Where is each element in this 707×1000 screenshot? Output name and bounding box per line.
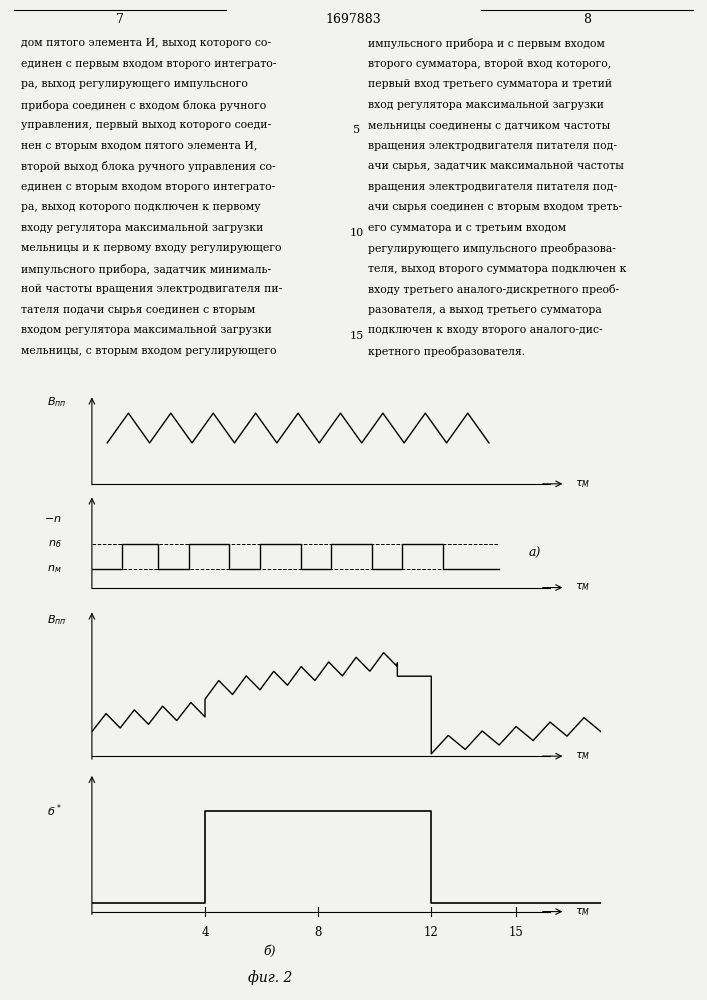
Text: ра, выход которого подключен к первому: ра, выход которого подключен к первому [21, 202, 261, 212]
Text: вход регулятора максимальной загрузки: вход регулятора максимальной загрузки [368, 100, 604, 110]
Text: входу регулятора максимальной загрузки: входу регулятора максимальной загрузки [21, 223, 264, 233]
Text: ачи сырья соединен с вторым входом треть-: ачи сырья соединен с вторым входом треть… [368, 202, 621, 212]
Text: нен с вторым входом пятого элемента И,: нен с вторым входом пятого элемента И, [21, 141, 257, 151]
Text: мельницы, с вторым входом регулирующего: мельницы, с вторым входом регулирующего [21, 346, 276, 356]
Text: 10: 10 [350, 228, 364, 238]
Text: $\tau_M$: $\tau_M$ [575, 478, 590, 490]
Text: второй выход блока ручного управления со-: второй выход блока ручного управления со… [21, 161, 276, 172]
Text: его сумматора и с третьим входом: его сумматора и с третьим входом [368, 223, 566, 233]
Text: $б^*$: $б^*$ [47, 802, 62, 819]
Text: $B_{пп}$: $B_{пп}$ [47, 613, 66, 627]
Text: первый вход третьего сумматора и третий: первый вход третьего сумматора и третий [368, 79, 612, 89]
Text: 4: 4 [201, 926, 209, 939]
Text: единен с первым входом второго интеграто-: единен с первым входом второго интеграто… [21, 59, 276, 69]
Text: разователя, а выход третьего сумматора: разователя, а выход третьего сумматора [368, 305, 602, 315]
Text: кретного преобразователя.: кретного преобразователя. [368, 346, 525, 357]
Text: мельницы и к первому входу регулирующего: мельницы и к первому входу регулирующего [21, 243, 281, 253]
Text: 5: 5 [354, 125, 361, 135]
Text: 1697883: 1697883 [326, 13, 381, 26]
Text: вращения электродвигателя питателя под-: вращения электродвигателя питателя под- [368, 182, 617, 192]
Text: $B_{пп}$: $B_{пп}$ [47, 395, 66, 409]
Text: входом регулятора максимальной загрузки: входом регулятора максимальной загрузки [21, 325, 272, 335]
Text: прибора соединен с входом блока ручного: прибора соединен с входом блока ручного [21, 100, 267, 111]
Text: теля, выход второго сумматора подключен к: теля, выход второго сумматора подключен … [368, 264, 626, 274]
Text: фиг. 2: фиг. 2 [248, 970, 292, 985]
Text: ной частоты вращения электродвигателя пи-: ной частоты вращения электродвигателя пи… [21, 284, 283, 294]
Text: б): б) [264, 945, 276, 958]
Text: мельницы соединены с датчиком частоты: мельницы соединены с датчиком частоты [368, 120, 610, 130]
Text: а): а) [529, 547, 541, 560]
Text: единен с вторым входом второго интеграто-: единен с вторым входом второго интеграто… [21, 182, 276, 192]
Text: входу третьего аналого-дискретного преоб-: входу третьего аналого-дискретного преоб… [368, 284, 619, 295]
Text: регулирующего импульсного преобразова-: регулирующего импульсного преобразова- [368, 243, 616, 254]
Text: 7: 7 [116, 13, 124, 26]
Text: импульсного прибора и с первым входом: импульсного прибора и с первым входом [368, 38, 604, 49]
Text: импульсного прибора, задатчик минималь-: импульсного прибора, задатчик минималь- [21, 264, 271, 275]
Text: 8: 8 [315, 926, 322, 939]
Text: $\tau_M$: $\tau_M$ [575, 750, 590, 762]
Text: $-n$: $-n$ [44, 514, 62, 524]
Text: $n_б$: $n_б$ [48, 538, 62, 550]
Text: 8: 8 [583, 13, 591, 26]
Text: 15: 15 [350, 331, 364, 341]
Text: подключен к входу второго аналого-дис-: подключен к входу второго аналого-дис- [368, 325, 602, 335]
Text: вращения электродвигателя питателя под-: вращения электродвигателя питателя под- [368, 141, 617, 151]
Text: 15: 15 [508, 926, 524, 939]
Text: ачи сырья, задатчик максимальной частоты: ачи сырья, задатчик максимальной частоты [368, 161, 624, 171]
Text: тателя подачи сырья соединен с вторым: тателя подачи сырья соединен с вторым [21, 305, 255, 315]
Text: дом пятого элемента И, выход которого со-: дом пятого элемента И, выход которого со… [21, 38, 271, 48]
Text: ра, выход регулирующего импульсного: ра, выход регулирующего импульсного [21, 79, 248, 89]
Text: $\tau_M$: $\tau_M$ [575, 906, 590, 918]
Text: $n_м$: $n_м$ [47, 563, 62, 575]
Text: $\tau_M$: $\tau_M$ [575, 582, 590, 593]
Text: управления, первый выход которого соеди-: управления, первый выход которого соеди- [21, 120, 271, 130]
Text: 12: 12 [424, 926, 438, 939]
Text: второго сумматора, второй вход которого,: второго сумматора, второй вход которого, [368, 59, 611, 69]
